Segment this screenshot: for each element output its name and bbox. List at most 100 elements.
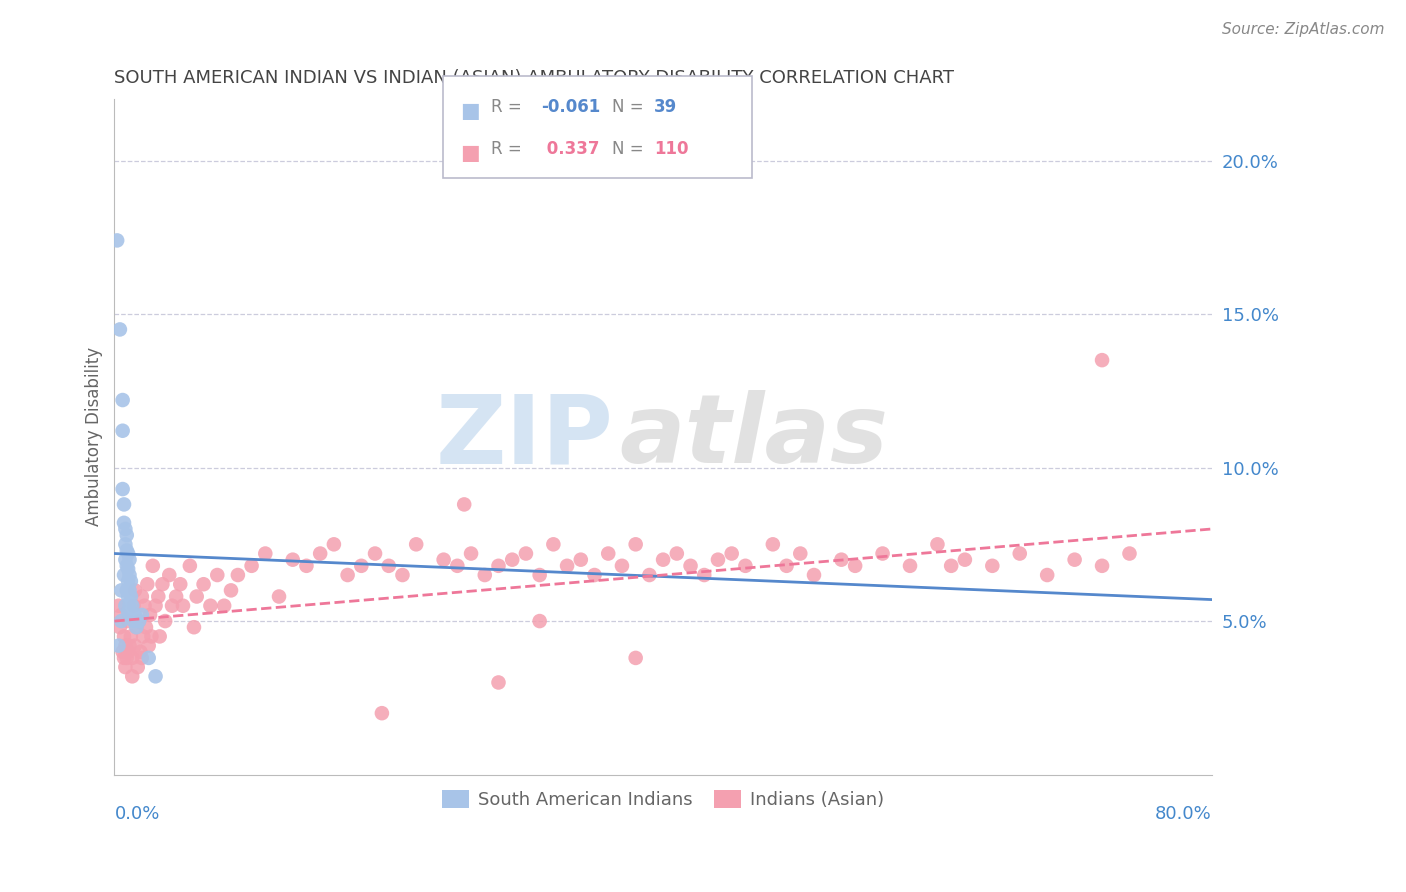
Point (322, 537, 344, 551)
Point (115, 558, 138, 573)
Point (110, 583, 132, 598)
Point (405, 537, 427, 551)
Point (927, 537, 949, 551)
Point (981, 558, 1004, 573)
Point (734, 558, 756, 573)
Point (446, 558, 468, 573)
Point (679, 558, 702, 573)
Text: N =: N = (612, 98, 648, 116)
Point (120, 574, 142, 589)
Point (433, 552, 456, 566)
Point (111, 424, 134, 438)
Text: 0.337: 0.337 (541, 140, 600, 158)
Point (117, 574, 139, 589)
Point (240, 558, 263, 573)
Point (145, 669, 167, 683)
Point (583, 568, 606, 582)
Point (707, 552, 730, 566)
Point (107, 599, 129, 613)
Point (624, 651, 647, 665)
Point (122, 599, 145, 613)
Point (207, 568, 229, 582)
Point (112, 651, 135, 665)
Point (638, 568, 661, 582)
Point (364, 547, 387, 561)
Point (120, 590, 142, 604)
Point (652, 552, 675, 566)
Point (118, 639, 141, 653)
Point (309, 547, 332, 561)
Point (152, 577, 174, 591)
Point (1063, 552, 1085, 566)
Point (336, 568, 359, 582)
Text: ■: ■ (460, 101, 479, 120)
Point (127, 660, 149, 674)
Point (295, 558, 318, 573)
Point (488, 558, 510, 573)
Point (569, 552, 592, 566)
Point (117, 645, 139, 659)
Point (953, 552, 976, 566)
Point (219, 583, 242, 598)
Point (131, 607, 153, 622)
Point (111, 482, 134, 496)
Point (121, 599, 143, 613)
Point (134, 599, 156, 613)
Point (139, 607, 162, 622)
Point (138, 639, 160, 653)
Point (803, 568, 825, 582)
Point (186, 590, 208, 604)
Point (267, 590, 290, 604)
Point (117, 590, 139, 604)
Point (145, 599, 167, 613)
Point (135, 620, 157, 634)
Point (693, 568, 716, 582)
Point (129, 645, 152, 659)
Point (474, 568, 496, 582)
Point (112, 497, 135, 511)
Point (124, 639, 146, 653)
Point (501, 552, 523, 566)
Point (142, 558, 165, 573)
Point (762, 537, 785, 551)
Point (789, 547, 811, 561)
Point (941, 558, 963, 573)
Point (165, 590, 187, 604)
Text: R =: R = (491, 98, 527, 116)
Point (114, 599, 136, 613)
Point (125, 620, 148, 634)
Point (111, 392, 134, 407)
Point (117, 614, 139, 628)
Point (114, 537, 136, 551)
Y-axis label: Ambulatory Disability: Ambulatory Disability (86, 347, 103, 526)
Point (179, 558, 201, 573)
Point (115, 583, 138, 598)
Point (460, 547, 482, 561)
Point (118, 599, 141, 613)
Point (111, 645, 134, 659)
Point (148, 590, 170, 604)
Point (120, 607, 142, 622)
Point (898, 558, 921, 573)
Point (350, 558, 373, 573)
Point (391, 568, 413, 582)
Text: N =: N = (612, 140, 648, 158)
Point (117, 605, 139, 619)
Point (108, 620, 131, 634)
Point (529, 614, 551, 628)
Point (128, 614, 150, 628)
Point (1008, 547, 1031, 561)
Point (598, 547, 620, 561)
Point (160, 599, 183, 613)
Point (153, 614, 176, 628)
Point (108, 322, 131, 336)
Point (114, 522, 136, 536)
Point (1091, 353, 1114, 368)
Text: 39: 39 (654, 98, 678, 116)
Point (193, 577, 215, 591)
Point (136, 577, 159, 591)
Point (515, 547, 537, 561)
Point (110, 614, 132, 628)
Point (1036, 568, 1059, 582)
Point (844, 558, 866, 573)
